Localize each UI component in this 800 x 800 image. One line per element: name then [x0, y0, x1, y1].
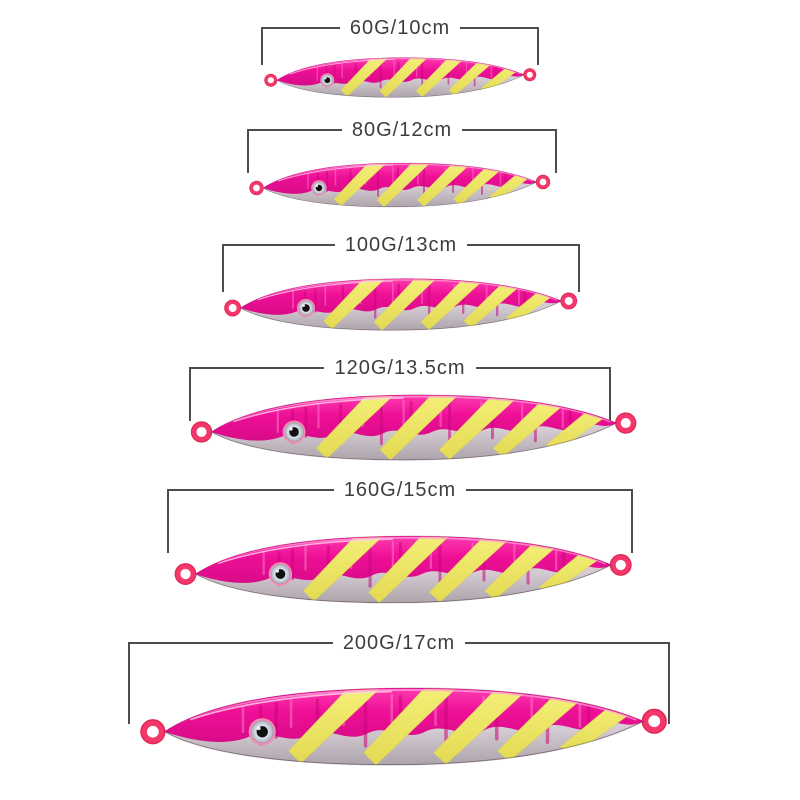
size-label-120g: 120G/13.5cm — [334, 357, 466, 379]
jig-lure-image-60g — [263, 54, 538, 101]
bracket-tick-right — [555, 129, 557, 174]
size-label-200g: 200G/17cm — [342, 632, 456, 654]
bracket-tick-right — [609, 367, 611, 422]
bracket-line-right — [460, 27, 540, 29]
jig-lure-image-100g — [222, 274, 580, 335]
dimension-bracket-120g: 120G/13.5cm — [189, 354, 612, 422]
bracket-line-right — [475, 367, 612, 369]
size-label-60g: 60G/10cm — [349, 17, 451, 39]
jig-lure-image-80g — [247, 159, 553, 211]
dimension-bracket-200g: 200G/17cm — [128, 629, 671, 725]
bracket-line-right — [465, 642, 671, 644]
dimension-bracket-80g: 80G/12cm — [247, 116, 558, 174]
bracket-tick-right — [631, 489, 633, 554]
bracket-tick-left — [167, 489, 169, 554]
bracket-tick-right — [578, 244, 580, 293]
jig-lure-image-200g — [138, 681, 670, 772]
bracket-line-left — [189, 367, 325, 369]
bracket-line-left — [247, 129, 342, 131]
dimension-bracket-100g: 100G/13cm — [222, 231, 581, 293]
size-label-100g: 100G/13cm — [344, 234, 458, 256]
bracket-tick-left — [247, 129, 249, 174]
bracket-line-right — [467, 244, 581, 246]
dimension-bracket-60g: 60G/10cm — [261, 14, 540, 66]
size-label-80g: 80G/12cm — [351, 119, 453, 141]
bracket-line-left — [222, 244, 335, 246]
bracket-line-left — [261, 27, 340, 29]
bracket-line-right — [466, 489, 634, 491]
bracket-line-right — [462, 129, 558, 131]
jig-lure-image-120g — [188, 389, 640, 466]
jig-lure-image-160g — [172, 530, 635, 609]
bracket-tick-right — [537, 27, 539, 66]
dimension-bracket-160g: 160G/15cm — [167, 476, 634, 554]
bracket-tick-left — [189, 367, 191, 422]
bracket-line-left — [128, 642, 333, 644]
bracket-tick-left — [128, 642, 130, 725]
size-label-160g: 160G/15cm — [343, 479, 457, 501]
bracket-line-left — [167, 489, 334, 491]
bracket-tick-left — [222, 244, 224, 293]
bracket-tick-left — [261, 27, 263, 66]
bracket-tick-right — [668, 642, 670, 725]
